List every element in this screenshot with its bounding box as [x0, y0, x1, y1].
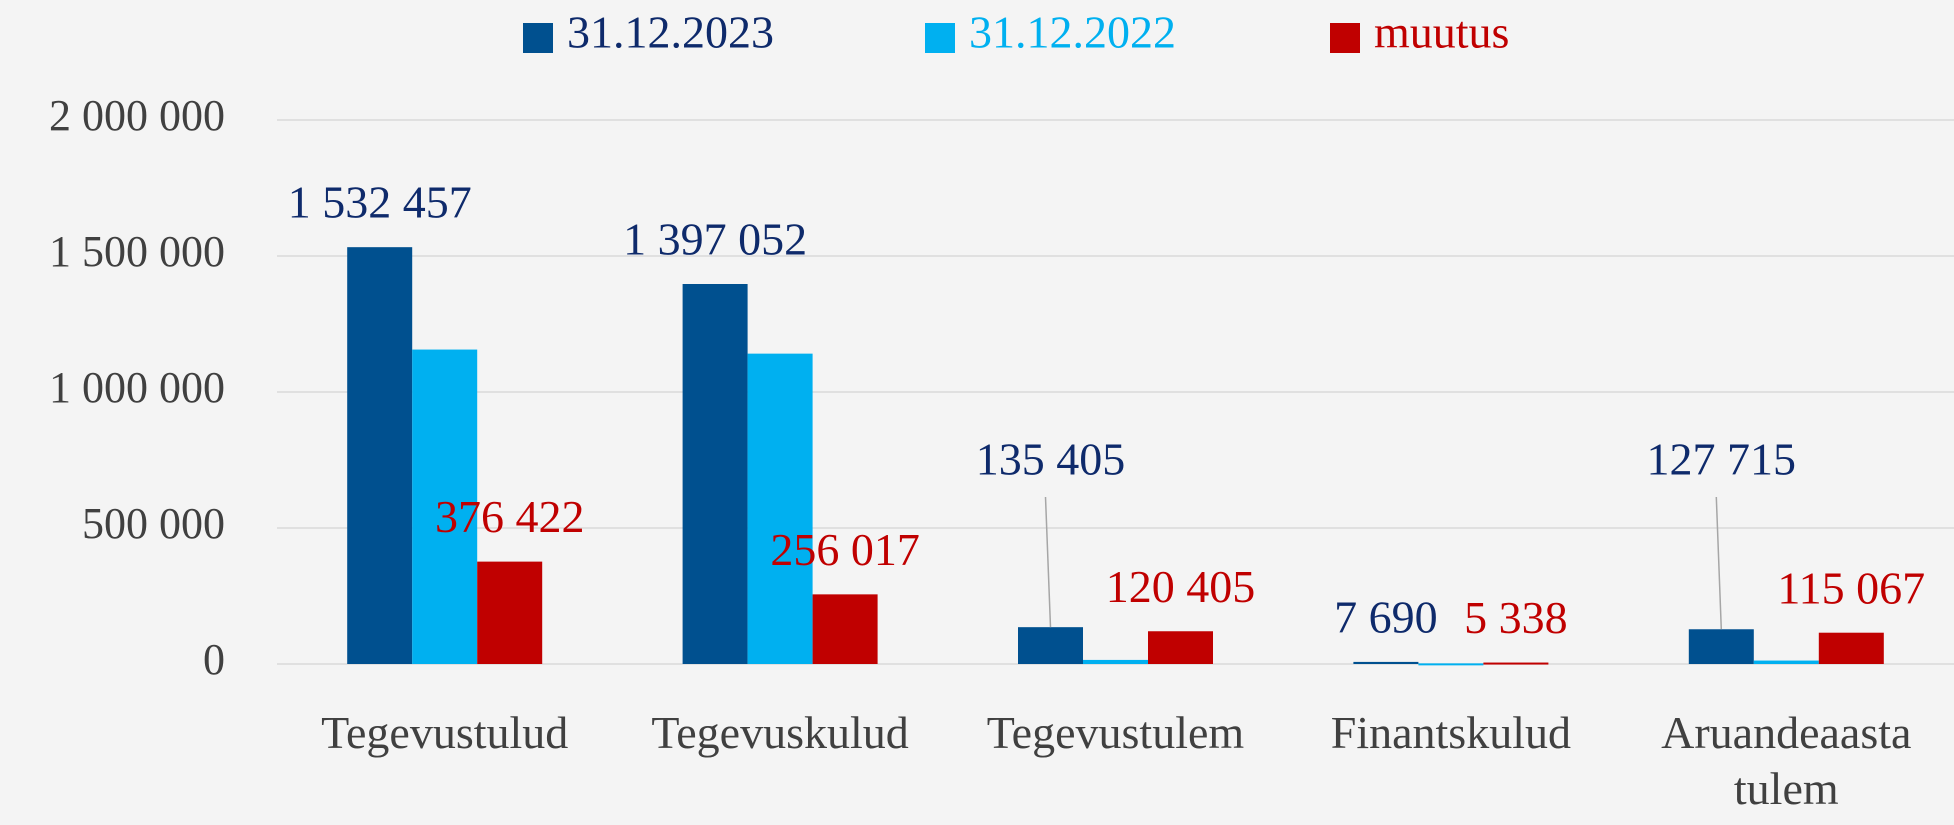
bar [682, 284, 748, 664]
legend-label: muutus [1374, 7, 1509, 58]
data-label: 135 405 [976, 434, 1126, 485]
x-tick-label: Tegevustulud [321, 707, 569, 758]
data-label: 256 017 [770, 524, 920, 575]
bar [1418, 663, 1484, 666]
y-tick-label: 1 500 000 [49, 227, 225, 276]
bar [347, 247, 413, 664]
bar [1083, 659, 1148, 664]
x-tick-label: Aruandeaasta tulem [1661, 707, 1912, 814]
bar [1818, 632, 1884, 664]
legend-label: 31.12.2022 [969, 7, 1176, 58]
bar [1353, 661, 1419, 664]
bar [412, 349, 478, 664]
y-tick-label: 0 [203, 635, 225, 684]
y-tick-label: 1 000 000 [49, 363, 225, 412]
x-tick-label: Tegevuskulud [651, 707, 909, 758]
leader-line [1715, 496, 1723, 630]
data-label: 5 338 [1464, 592, 1568, 643]
y-tick-label: 2 000 000 [49, 91, 225, 140]
legend-swatch [1330, 23, 1360, 53]
data-label: 7 690 [1334, 591, 1438, 642]
data-label: 115 067 [1777, 562, 1925, 613]
bar [1148, 631, 1213, 664]
data-label: 120 405 [1106, 561, 1256, 612]
bar [812, 594, 878, 664]
data-label: 127 715 [1647, 434, 1797, 485]
x-tick-label: Finantskulud [1330, 707, 1571, 758]
x-tick-label: Tegevustulem [986, 707, 1245, 758]
legend-swatch [523, 23, 553, 53]
data-label: 376 422 [435, 491, 585, 542]
bar [1753, 660, 1819, 664]
leader-line [1044, 496, 1052, 628]
data-label: 1 532 457 [288, 177, 472, 228]
y-tick-label: 500 000 [82, 499, 225, 548]
bar [1688, 629, 1754, 664]
bar [1018, 627, 1083, 664]
bar [747, 353, 813, 664]
legend-swatch [925, 23, 955, 53]
data-label: 1 397 052 [623, 214, 807, 265]
bar [477, 561, 543, 664]
legend-label: 31.12.2023 [567, 7, 774, 58]
bar [1483, 662, 1549, 665]
